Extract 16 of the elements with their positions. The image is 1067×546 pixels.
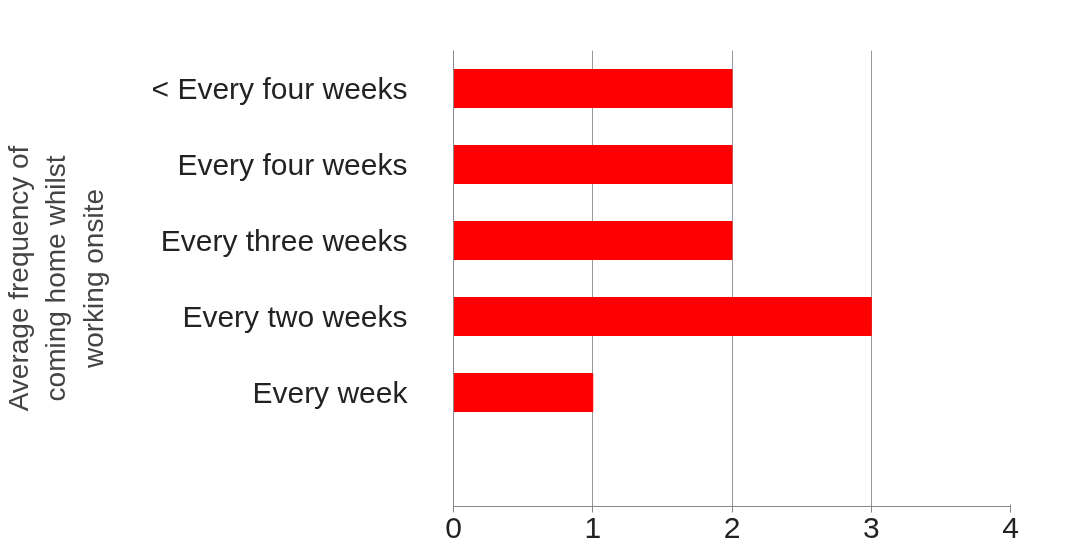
y-tick-label: Every two weeks	[182, 300, 408, 333]
bar	[453, 373, 594, 412]
x-tick-label: 4	[1002, 510, 1019, 544]
bar	[453, 145, 733, 184]
y-tick-label: < Every four weeks	[151, 72, 408, 105]
y-tick-label: Every three weeks	[160, 224, 408, 257]
y-tick-label: Every week	[252, 376, 409, 409]
bar	[453, 221, 733, 260]
x-tick-label: 3	[862, 510, 880, 544]
y-tick-label: Every four weeks	[177, 148, 408, 181]
x-tick-label: 0	[445, 510, 462, 544]
x-tick-label: 1	[584, 510, 602, 544]
bar	[453, 69, 733, 108]
bar	[453, 297, 872, 336]
x-tick-label: 2	[723, 510, 741, 544]
y-axis-title: Average frequency of coming home whilst working onsite	[3, 145, 109, 412]
